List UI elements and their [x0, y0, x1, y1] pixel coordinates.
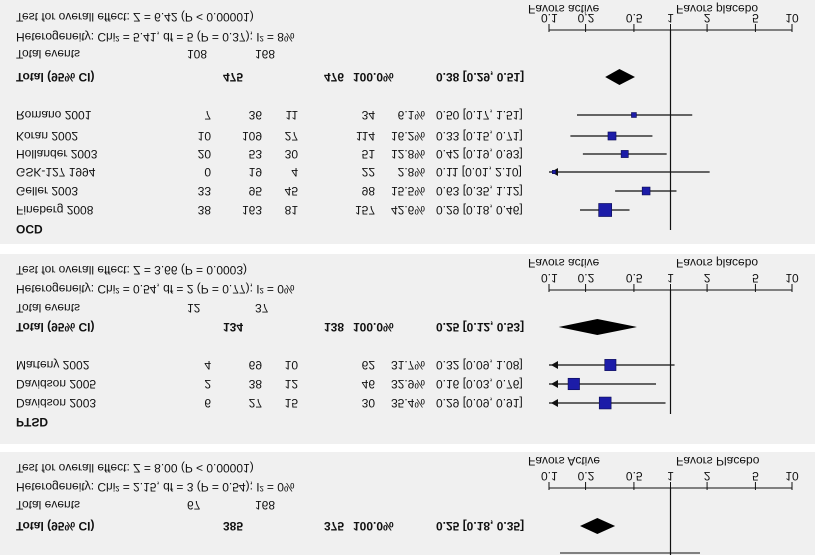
study-point-square [620, 150, 629, 158]
pooled-estimate-diamond [558, 319, 637, 335]
study-ci-arrow [551, 380, 558, 388]
study-point-square [631, 112, 637, 118]
study-ci-arrow [551, 361, 558, 369]
study-point-square [552, 170, 557, 174]
study-point-square [567, 377, 580, 391]
study-point-square [598, 396, 612, 410]
pooled-estimate-diamond [580, 518, 616, 534]
panel-ocd-background [0, 0, 815, 244]
study-point-square [641, 186, 651, 196]
panel-combined-background [0, 452, 815, 555]
study-ci-arrow [551, 399, 558, 407]
study-point-square [604, 359, 617, 371]
study-point-square [607, 131, 617, 141]
study-point-square [598, 203, 613, 217]
panel-ptsd-background [0, 254, 815, 444]
pooled-estimate-diamond [605, 69, 635, 85]
